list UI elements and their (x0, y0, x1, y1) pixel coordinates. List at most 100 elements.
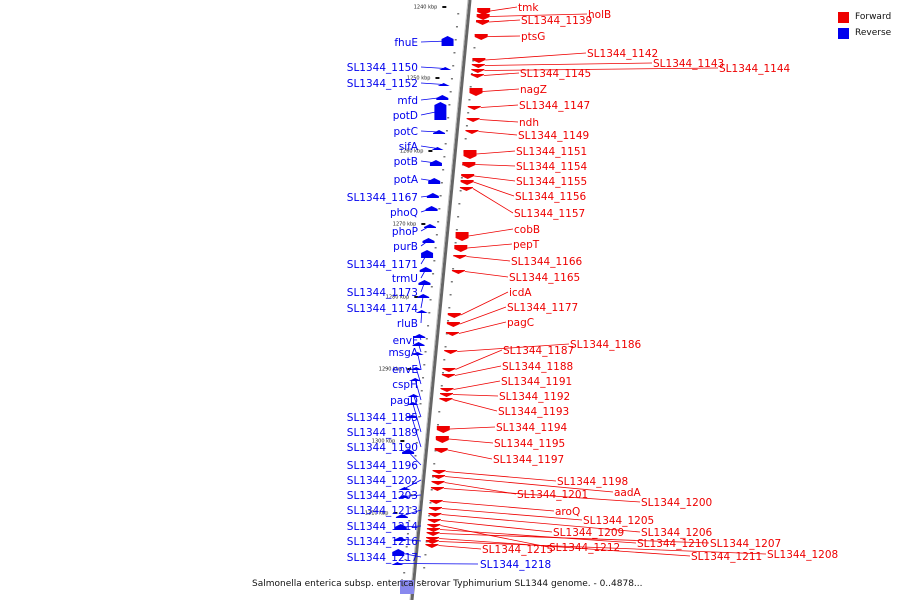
forward-gene-label: SL1344_1215 (482, 544, 553, 556)
forward-gene-connector (489, 19, 521, 23)
axis-dot (424, 554, 427, 556)
forward-gene-glyph (426, 537, 440, 541)
forward-gene-glyph (439, 398, 453, 402)
forward-gene-label: holB (588, 9, 611, 21)
reverse-gene-label: potD (393, 110, 418, 122)
forward-gene-connector (474, 175, 516, 182)
forward-gene-glyph (445, 332, 459, 336)
reverse-gene-connector (420, 130, 440, 133)
forward-gene-glyph (463, 150, 477, 159)
forward-gene-label: SL1344_1212 (549, 542, 620, 554)
forward-gene-label: SL1344_1208 (767, 549, 838, 561)
tick-mark (442, 6, 447, 8)
forward-gene-connector (452, 399, 498, 412)
forward-gene-glyph (435, 436, 449, 443)
reverse-gene-label: SL1344_1174 (347, 303, 419, 315)
tick-label: 1300 kbp (372, 439, 396, 445)
legend-item-forward: Forward (838, 9, 891, 25)
axis-dot (423, 364, 426, 366)
forward-gene-connector (484, 62, 653, 66)
forward-gene-label: aroQ (555, 506, 580, 518)
reverse-gene-connector (420, 208, 432, 213)
forward-gene-connector (439, 533, 710, 544)
forward-gene-label: SL1344_1201 (517, 489, 588, 501)
tick-mark (428, 150, 433, 152)
forward-gene-label: SL1344_1187 (503, 345, 574, 357)
axis-dot (473, 47, 476, 49)
reverse-gene-label: fhuE (394, 37, 418, 49)
reverse-gene-connector (418, 335, 422, 341)
axis-dot (454, 39, 457, 41)
forward-gene-label: ptsG (521, 31, 545, 43)
forward-gene-label: SL1344_1209 (553, 527, 624, 539)
reverse-gene-label: SL1344_1189 (347, 427, 418, 439)
reverse-gene-label: SL1344_1196 (347, 460, 419, 472)
tick-label: 1310 kbp (365, 511, 389, 517)
reverse-gene-label: cspH (392, 379, 418, 391)
reverse-gene-connector (400, 525, 422, 528)
axis-dot (404, 559, 407, 561)
axis-dot (406, 533, 409, 535)
forward-strand-layer: tmkholBSL1344_1139ptsGSL1344_1142SL1344_… (425, 2, 838, 563)
axis-dot (417, 429, 420, 431)
axis-dot (450, 78, 453, 80)
axis-dot (448, 104, 451, 106)
forward-gene-connector (440, 525, 549, 548)
axis-dot (419, 403, 422, 405)
axis-dot (444, 346, 447, 348)
forward-gene-glyph (472, 58, 486, 63)
forward-gene-glyph (440, 388, 454, 392)
axis-dot (427, 325, 430, 327)
axis-dot (453, 52, 456, 54)
reverse-gene-label: potB (394, 156, 418, 168)
forward-gene-glyph (471, 64, 485, 68)
reverse-gene-connector (420, 311, 423, 324)
forward-gene-connector (467, 243, 513, 249)
forward-gene-connector (464, 271, 509, 278)
tick-mark (407, 368, 412, 370)
axis-dot (405, 546, 408, 548)
legend-label-forward: Forward (855, 12, 892, 22)
reverse-gene-label: potC (393, 126, 418, 138)
tick-mark (414, 296, 419, 298)
forward-gene-connector (458, 321, 507, 334)
reverse-gene-connector (420, 160, 437, 164)
forward-gene-glyph (431, 481, 445, 485)
forward-gene-label: tmk (518, 2, 539, 14)
forward-gene-label: SL1344_1149 (518, 130, 589, 142)
tick-label: 1250 kbp (407, 76, 431, 82)
tick-mark (435, 77, 440, 79)
axis-dot (430, 286, 433, 288)
axis-dot (464, 138, 467, 140)
forward-gene-connector (475, 164, 516, 167)
forward-gene-connector (485, 52, 587, 61)
axis-dot (450, 281, 453, 283)
forward-gene-label: SL1344_1156 (515, 191, 587, 203)
axis-dot (442, 169, 445, 171)
reverse-gene-connector (420, 40, 448, 43)
forward-gene-glyph (465, 130, 479, 134)
axis-dot (434, 247, 437, 249)
forward-gene-label: SL1344_1166 (511, 256, 583, 268)
axis-dot (425, 338, 428, 340)
axis-dot (431, 476, 434, 478)
reverse-gene-connector (417, 353, 422, 370)
forward-gene-label: SL1344_1144 (719, 63, 791, 75)
axis-dot (455, 229, 458, 231)
reverse-gene-connector (420, 66, 446, 69)
axis-dot (438, 208, 441, 210)
reverse-gene-label: SL1344_1213 (347, 505, 418, 517)
forward-gene-connector (454, 365, 502, 376)
axis-dot (415, 442, 418, 444)
reverse-gene-label: trmU (392, 273, 418, 285)
forward-gene-label: SL1344_1165 (509, 272, 580, 284)
axis-dot (455, 26, 458, 28)
genome-caption: Salmonella enterica subsp. enterica sero… (252, 579, 643, 589)
forward-gene-connector (478, 131, 518, 136)
legend-item-reverse: Reverse (838, 25, 891, 41)
forward-gene-label: SL1344_1154 (516, 161, 588, 173)
reverse-gene-connector (398, 552, 422, 558)
axis-dot (457, 13, 460, 15)
forward-gene-label: SL1344_1188 (502, 361, 573, 373)
